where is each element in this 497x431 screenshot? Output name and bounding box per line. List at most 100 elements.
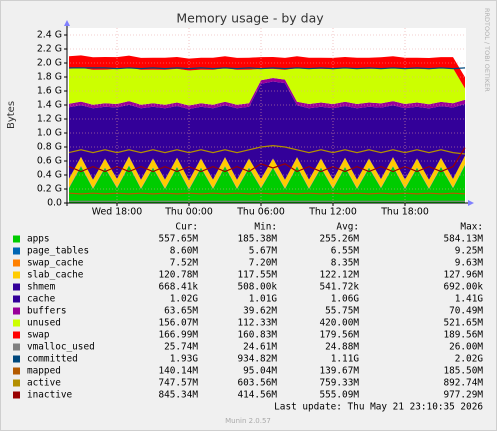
legend-swatch [13, 271, 20, 279]
legend-stat: 1.93G [170, 354, 199, 365]
legend-name: swap_cache [27, 258, 84, 269]
legend-swatch [13, 283, 20, 291]
area-page-tables [69, 164, 465, 190]
legend-stat: 55.75M [325, 306, 359, 317]
line-inactive [68, 147, 466, 173]
y-tick-label: 1.6 G [37, 86, 62, 97]
legend-stat: 185.38M [237, 234, 277, 245]
y-axis-arrow [64, 20, 70, 26]
x-tick-label: Thu 12:00 [308, 207, 357, 218]
legend-stat: 555.09M [319, 390, 359, 401]
legend-swatch [13, 247, 20, 255]
legend-stat: 692.00k [443, 282, 483, 293]
x-axis-arrow [468, 200, 474, 206]
legend-stat: 1.02G [170, 294, 199, 305]
legend-header: Max: [460, 222, 483, 233]
y-tick-label: 0.8 G [37, 142, 62, 153]
area-slab-cache [69, 155, 465, 189]
legend-name: mapped [27, 366, 61, 377]
legend-stat: 747.57M [158, 378, 198, 389]
version: Munin 2.0.57 [225, 417, 271, 425]
y-tick-label: 1.0 G [37, 128, 62, 139]
legend-stat: 977.29M [443, 390, 483, 401]
y-axis-label: Bytes [6, 101, 17, 129]
y-tick-label: 0.2 G [37, 184, 62, 195]
side-text: RRDTOOL / TOBI OETIKER [483, 8, 491, 92]
area-swap [69, 55, 465, 89]
legend-stat: 63.65M [164, 306, 198, 317]
y-tick-label: 1.8 G [37, 72, 62, 83]
legend-stat: 120.78M [158, 270, 198, 281]
line-active [68, 144, 466, 155]
line-committed [69, 67, 466, 70]
legend-swatch [13, 367, 20, 375]
legend-stat: 7.20M [249, 258, 278, 269]
legend-name: committed [27, 354, 78, 365]
legend-swatch [13, 295, 20, 303]
legend-stat: 1.01G [249, 294, 278, 305]
legend-stat: 70.49M [449, 306, 483, 317]
legend-stat: 521.65M [443, 318, 483, 329]
legend-header: Cur: [175, 222, 198, 233]
legend-stat: 6.55M [331, 246, 360, 257]
legend-stat: 26.00M [449, 342, 483, 353]
x-tick-label: Wed 18:00 [92, 207, 142, 218]
legend-name: vmalloc_used [27, 342, 95, 353]
legend-stat: 189.56M [443, 330, 483, 341]
legend-stat: 7.52M [170, 258, 199, 269]
legend-stat: 185.50M [443, 366, 483, 377]
legend-swatch [13, 379, 20, 387]
legend-swatch [13, 259, 20, 267]
area-unused [69, 67, 465, 106]
legend-swatch [13, 235, 20, 243]
legend-name: shmem [27, 282, 56, 293]
y-tick-label: 1.2 G [37, 114, 62, 125]
legend-stat: 420.00M [319, 318, 359, 329]
x-tick-label: Thu 06:00 [236, 207, 285, 218]
legend-name: active [27, 378, 61, 389]
legend-stat: 759.33M [319, 378, 359, 389]
legend-swatch [13, 355, 20, 363]
legend-header: Min: [254, 222, 277, 233]
legend-stat: 140.14M [158, 366, 198, 377]
legend-stat: 9.25M [455, 246, 484, 257]
area-cache [69, 81, 465, 181]
legend-stat: 117.55M [237, 270, 277, 281]
legend-stat: 603.56M [237, 378, 277, 389]
legend-swatch [13, 319, 20, 327]
legend-stat: 5.67M [249, 246, 278, 257]
chart-title: Memory usage - by day [176, 11, 324, 26]
legend-stat: 845.34M [158, 390, 198, 401]
legend-stat: 156.07M [158, 318, 198, 329]
legend-stat: 166.99M [158, 330, 198, 341]
legend-stat: 122.12M [319, 270, 359, 281]
legend-name: cache [27, 294, 56, 305]
legend-stat: 668.41k [158, 282, 198, 293]
legend-stat: 414.56M [237, 390, 277, 401]
legend-stat: 934.82M [237, 354, 277, 365]
legend-stat: 1.06G [331, 294, 360, 305]
legend-stat: 557.65M [158, 234, 198, 245]
legend-stat: 1.11G [331, 354, 360, 365]
legend-swatch [13, 331, 20, 339]
legend-name: apps [27, 234, 50, 245]
legend-stat: 160.83M [237, 330, 277, 341]
legend-stat: 179.56M [319, 330, 359, 341]
legend-stat: 8.35M [331, 258, 360, 269]
legend-name: page_tables [27, 246, 89, 257]
plot [67, 34, 466, 204]
x-tick-label: Thu 00:00 [164, 207, 213, 218]
y-tick-label: 0.6 G [37, 156, 62, 167]
legend-stat: 24.61M [243, 342, 277, 353]
area-swap-cache [69, 164, 465, 190]
y-tick-label: 1.4 G [37, 100, 62, 111]
y-tick-label: 0.0 [47, 198, 62, 209]
legend-swatch [13, 307, 20, 315]
last-update: Last update: Thu May 21 23:10:35 2026 [274, 402, 483, 413]
y-tick-label: 2.4 G [37, 30, 62, 41]
y-tick-label: 2.0 G [37, 58, 62, 69]
y-tick-label: 0.4 G [37, 170, 62, 181]
legend-stat: 584.13M [443, 234, 483, 245]
legend-name: unused [27, 318, 61, 329]
